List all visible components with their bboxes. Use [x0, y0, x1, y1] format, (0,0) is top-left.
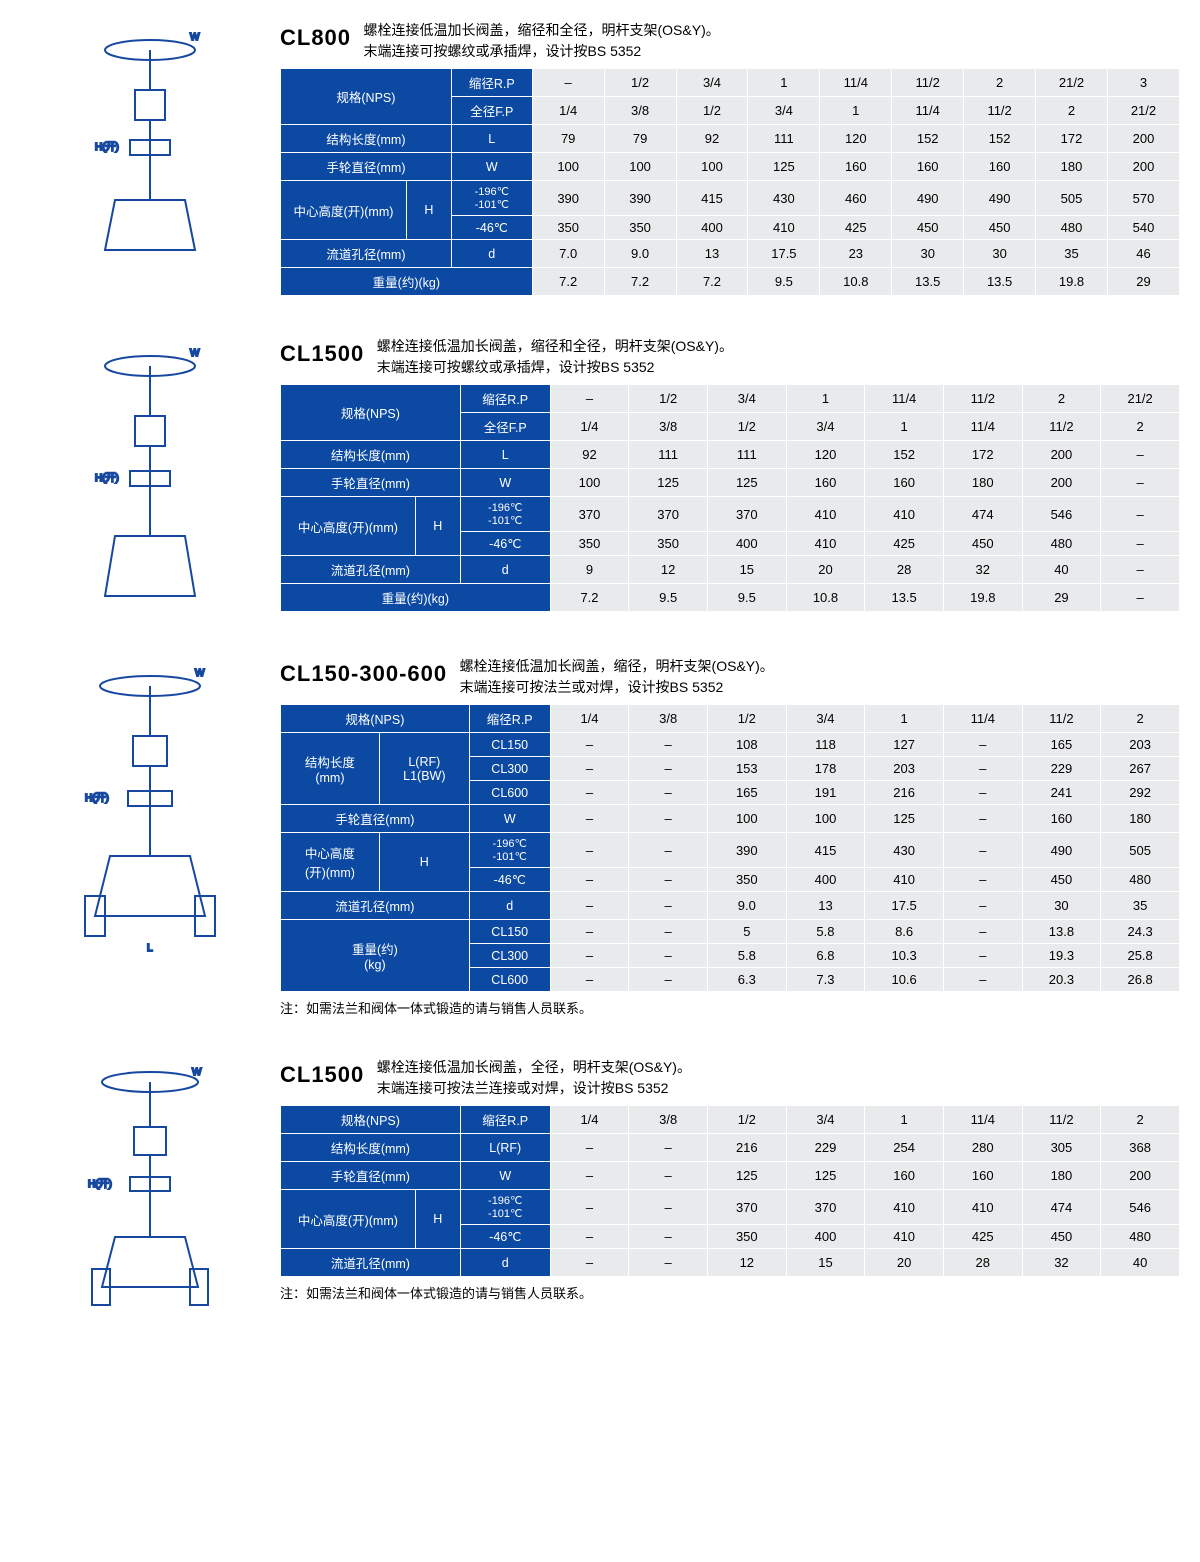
section-cl1500b: W H(开) CL1500 螺栓连接低温加长阀盖，全径，明杆支架(OS&Y)。末… [20, 1057, 1180, 1317]
svg-text:W: W [192, 1067, 202, 1078]
table-cl800: 规格(NPS)缩径R.P –1/23/4111/411/2221/23 全径F.… [280, 68, 1180, 296]
valve-diagram-icon: W H(开) [70, 1057, 230, 1317]
svg-text:H(开): H(开) [88, 1179, 112, 1190]
diagram-cl1500a: W H(开) [20, 336, 280, 616]
diagram-cl1500b: W H(开) [20, 1057, 280, 1317]
svg-text:L: L [147, 943, 153, 954]
table-row: 手轮直径(mm)W 100100100125160160160180200 [281, 153, 1180, 181]
svg-text:H(开): H(开) [95, 473, 119, 484]
table-row: 流道孔径(mm)d 7.09.01317.52330303546 [281, 240, 1180, 268]
note-cl1500b: 注：如需法兰和阀体一体式锻造的请与销售人员联系。 [280, 1283, 1180, 1302]
section-cl1500a: W H(开) CL1500 螺栓连接低温加长阀盖，缩径和全径，明杆支架(OS&Y… [20, 336, 1180, 616]
note-cl150: 注：如需法兰和阀体一体式锻造的请与销售人员联系。 [280, 998, 1180, 1017]
section-cl150-300-600: W H(开) L CL150-300-600 螺栓连接低温加长阀盖，缩径，明杆支… [20, 656, 1180, 1017]
valve-diagram-icon: W H(开) [75, 336, 225, 616]
svg-text:H(开): H(开) [85, 793, 109, 804]
valve-diagram-icon: W H(开) [75, 20, 225, 270]
diagram-cl800: W H(开) [20, 20, 280, 270]
section-cl800: W H(开) CL800 螺栓连接低温加长阀盖，缩径和全径，明杆支架(OS&Y)… [20, 20, 1180, 296]
diagram-cl150: W H(开) L [20, 656, 280, 956]
table-cl150: 规格(NPS)缩径R.P 1/43/81/23/4111/411/22 结构长度… [280, 704, 1180, 992]
table-row: 重量(约)(kg) 7.27.27.29.510.813.513.519.829 [281, 268, 1180, 296]
table-cl1500a: 规格(NPS)缩径R.P –1/23/4111/411/2221/2 全径F.P… [280, 384, 1180, 612]
title-cl1500a: CL1500 [280, 341, 364, 367]
title-cl1500b: CL1500 [280, 1062, 364, 1088]
desc-cl1500b: 螺栓连接低温加长阀盖，全径，明杆支架(OS&Y)。末端连接可按法兰连接或对焊，设… [377, 1057, 691, 1099]
desc-cl150: 螺栓连接低温加长阀盖，缩径，明杆支架(OS&Y)。末端连接可按法兰或对焊，设计按… [460, 656, 774, 698]
table-row: 中心高度(开)(mm)H-196℃ -101℃ 3903904154304604… [281, 181, 1180, 216]
title-cl800: CL800 [280, 25, 351, 51]
svg-text:H(开): H(开) [95, 142, 119, 153]
table-row: 规格(NPS)缩径R.P –1/23/4111/411/2221/23 [281, 69, 1180, 97]
svg-text:W: W [190, 32, 200, 43]
table-row: 结构长度(mm)L 797992111120152152172200 [281, 125, 1180, 153]
desc-cl1500a: 螺栓连接低温加长阀盖，缩径和全径，明杆支架(OS&Y)。末端连接可按螺纹或承插焊… [377, 336, 733, 378]
table-cl1500b: 规格(NPS)缩径R.P 1/43/81/23/4111/411/22 结构长度… [280, 1105, 1180, 1277]
svg-text:W: W [190, 348, 200, 359]
valve-diagram-icon: W H(开) L [65, 656, 235, 956]
desc-cl800: 螺栓连接低温加长阀盖，缩径和全径，明杆支架(OS&Y)。 末端连接可按螺纹或承插… [364, 20, 720, 62]
title-cl150: CL150-300-600 [280, 661, 447, 687]
svg-text:W: W [195, 668, 205, 679]
